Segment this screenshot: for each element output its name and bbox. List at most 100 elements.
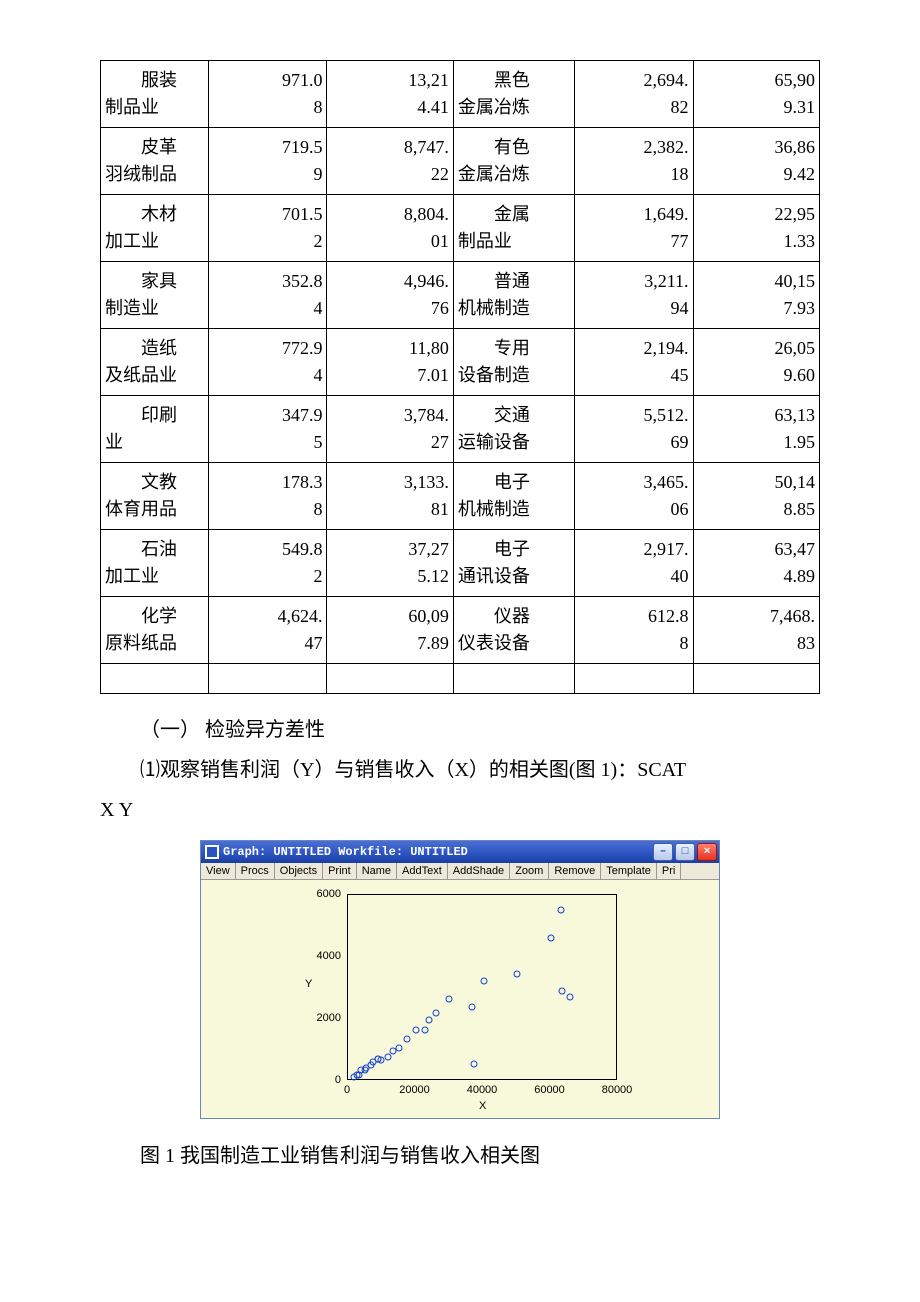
scatter-point — [395, 1045, 402, 1052]
section-heading: （一） 检验异方差性 — [100, 712, 820, 748]
table-cell: 木材加工业 — [101, 195, 209, 262]
table-cell: 文教体育用品 — [101, 463, 209, 530]
table-cell: 11,807.01 — [327, 329, 453, 396]
table-cell: 4,624.47 — [208, 597, 327, 664]
table-cell: 352.84 — [208, 262, 327, 329]
table-cell — [453, 664, 574, 694]
table-cell: 8,804.01 — [327, 195, 453, 262]
table-cell: 黑色金属冶炼 — [453, 61, 574, 128]
toolbar-remove-button[interactable]: Remove — [549, 863, 601, 879]
y-tick-label: 0 — [335, 1074, 341, 1086]
toolbar-procs-button[interactable]: Procs — [236, 863, 275, 879]
scatter-point — [469, 1004, 476, 1011]
table-cell: 63,131.95 — [693, 396, 819, 463]
scatter-point — [567, 994, 574, 1001]
toolbar-addshade-button[interactable]: AddShade — [448, 863, 510, 879]
table-row: 印刷业347.953,784.27交通运输设备5,512.6963,131.95 — [101, 396, 820, 463]
scatter-point — [353, 1072, 360, 1079]
table-cell: 65,909.31 — [693, 61, 819, 128]
toolbar-addtext-button[interactable]: AddText — [397, 863, 448, 879]
table-cell: 有色金属冶炼 — [453, 128, 574, 195]
table-cell: 772.94 — [208, 329, 327, 396]
toolbar: ViewProcsObjectsPrintNameAddTextAddShade… — [201, 863, 719, 880]
window-titlebar: Graph: UNTITLED Workfile: UNTITLED – □ × — [201, 841, 719, 863]
x-tick-label: 0 — [344, 1084, 350, 1096]
table-cell: 电子机械制造 — [453, 463, 574, 530]
table-cell: 36,869.42 — [693, 128, 819, 195]
scatter-point — [558, 907, 565, 914]
toolbar-name-button[interactable]: Name — [357, 863, 397, 879]
table-cell: 化学原料纸品 — [101, 597, 209, 664]
window-icon — [205, 845, 219, 859]
maximize-button[interactable]: □ — [675, 843, 695, 861]
table-cell — [208, 664, 327, 694]
table-cell: 家具制造业 — [101, 262, 209, 329]
scatter-point — [384, 1054, 391, 1061]
scatter-point — [547, 934, 554, 941]
table-cell — [575, 664, 694, 694]
table-cell: 26,059.60 — [693, 329, 819, 396]
minimize-button[interactable]: – — [653, 843, 673, 861]
table-cell: 交通运输设备 — [453, 396, 574, 463]
x-tick-label: 80000 — [602, 1084, 633, 1096]
table-cell: 印刷业 — [101, 396, 209, 463]
scatter-point — [559, 987, 566, 994]
table-row: 造纸及纸品业772.9411,807.01专用设备制造2,194.4526,05… — [101, 329, 820, 396]
x-tick-label: 20000 — [399, 1084, 430, 1096]
table-cell: 63,474.89 — [693, 530, 819, 597]
table-cell: 1,649.77 — [575, 195, 694, 262]
table-cell: 40,157.93 — [693, 262, 819, 329]
table-row — [101, 664, 820, 694]
table-cell: 3,465.06 — [575, 463, 694, 530]
scatter-point — [367, 1061, 374, 1068]
table-cell: 2,917.40 — [575, 530, 694, 597]
table-row: 文教体育用品178.383,133.81电子机械制造3,465.0650,148… — [101, 463, 820, 530]
table-cell: 3,784.27 — [327, 396, 453, 463]
scatter-point — [480, 978, 487, 985]
graph-window: Graph: UNTITLED Workfile: UNTITLED – □ ×… — [200, 840, 720, 1119]
paragraph-line-2: X Y — [100, 792, 820, 828]
table-cell: 60,097.89 — [327, 597, 453, 664]
toolbar-print-button[interactable]: Print — [323, 863, 357, 879]
scatter-point — [378, 1056, 385, 1063]
window-title: Graph: UNTITLED Workfile: UNTITLED — [223, 845, 468, 859]
table-cell: 2,194.45 — [575, 329, 694, 396]
industry-data-table: 服装制品业971.0813,214.41黑色金属冶炼2,694.8265,909… — [100, 60, 820, 694]
scatter-point — [446, 995, 453, 1002]
scatter-point — [470, 1060, 477, 1067]
table-cell: 普通机械制造 — [453, 262, 574, 329]
close-button[interactable]: × — [697, 843, 717, 861]
table-cell: 8,747.22 — [327, 128, 453, 195]
table-cell: 971.08 — [208, 61, 327, 128]
table-cell: 701.52 — [208, 195, 327, 262]
table-cell: 3,133.81 — [327, 463, 453, 530]
table-row: 皮革羽绒制品719.598,747.22有色金属冶炼2,382.1836,869… — [101, 128, 820, 195]
toolbar-template-button[interactable]: Template — [601, 863, 657, 879]
table-cell: 4,946.76 — [327, 262, 453, 329]
table-row: 化学原料纸品4,624.4760,097.89仪器仪表设备612.887,468… — [101, 597, 820, 664]
table-cell: 50,148.85 — [693, 463, 819, 530]
table-row: 石油加工业549.8237,275.12电子通讯设备2,917.4063,474… — [101, 530, 820, 597]
toolbar-pri-button[interactable]: Pri — [657, 863, 681, 879]
table-cell: 37,275.12 — [327, 530, 453, 597]
table-cell: 549.82 — [208, 530, 327, 597]
y-tick-label: 6000 — [317, 888, 341, 900]
table-cell: 皮革羽绒制品 — [101, 128, 209, 195]
plot-frame — [347, 894, 617, 1080]
x-tick-label: 60000 — [534, 1084, 565, 1096]
table-cell: 3,211.94 — [575, 262, 694, 329]
table-cell: 719.59 — [208, 128, 327, 195]
scatter-point — [412, 1026, 419, 1033]
scatter-point — [426, 1016, 433, 1023]
table-cell: 178.38 — [208, 463, 327, 530]
y-tick-label: 4000 — [317, 950, 341, 962]
table-cell: 347.95 — [208, 396, 327, 463]
x-axis-label: X — [479, 1100, 486, 1112]
table-cell: 石油加工业 — [101, 530, 209, 597]
table-cell — [327, 664, 453, 694]
toolbar-zoom-button[interactable]: Zoom — [510, 863, 549, 879]
table-cell: 5,512.69 — [575, 396, 694, 463]
toolbar-objects-button[interactable]: Objects — [275, 863, 323, 879]
toolbar-view-button[interactable]: View — [201, 863, 236, 879]
table-cell: 22,951.33 — [693, 195, 819, 262]
